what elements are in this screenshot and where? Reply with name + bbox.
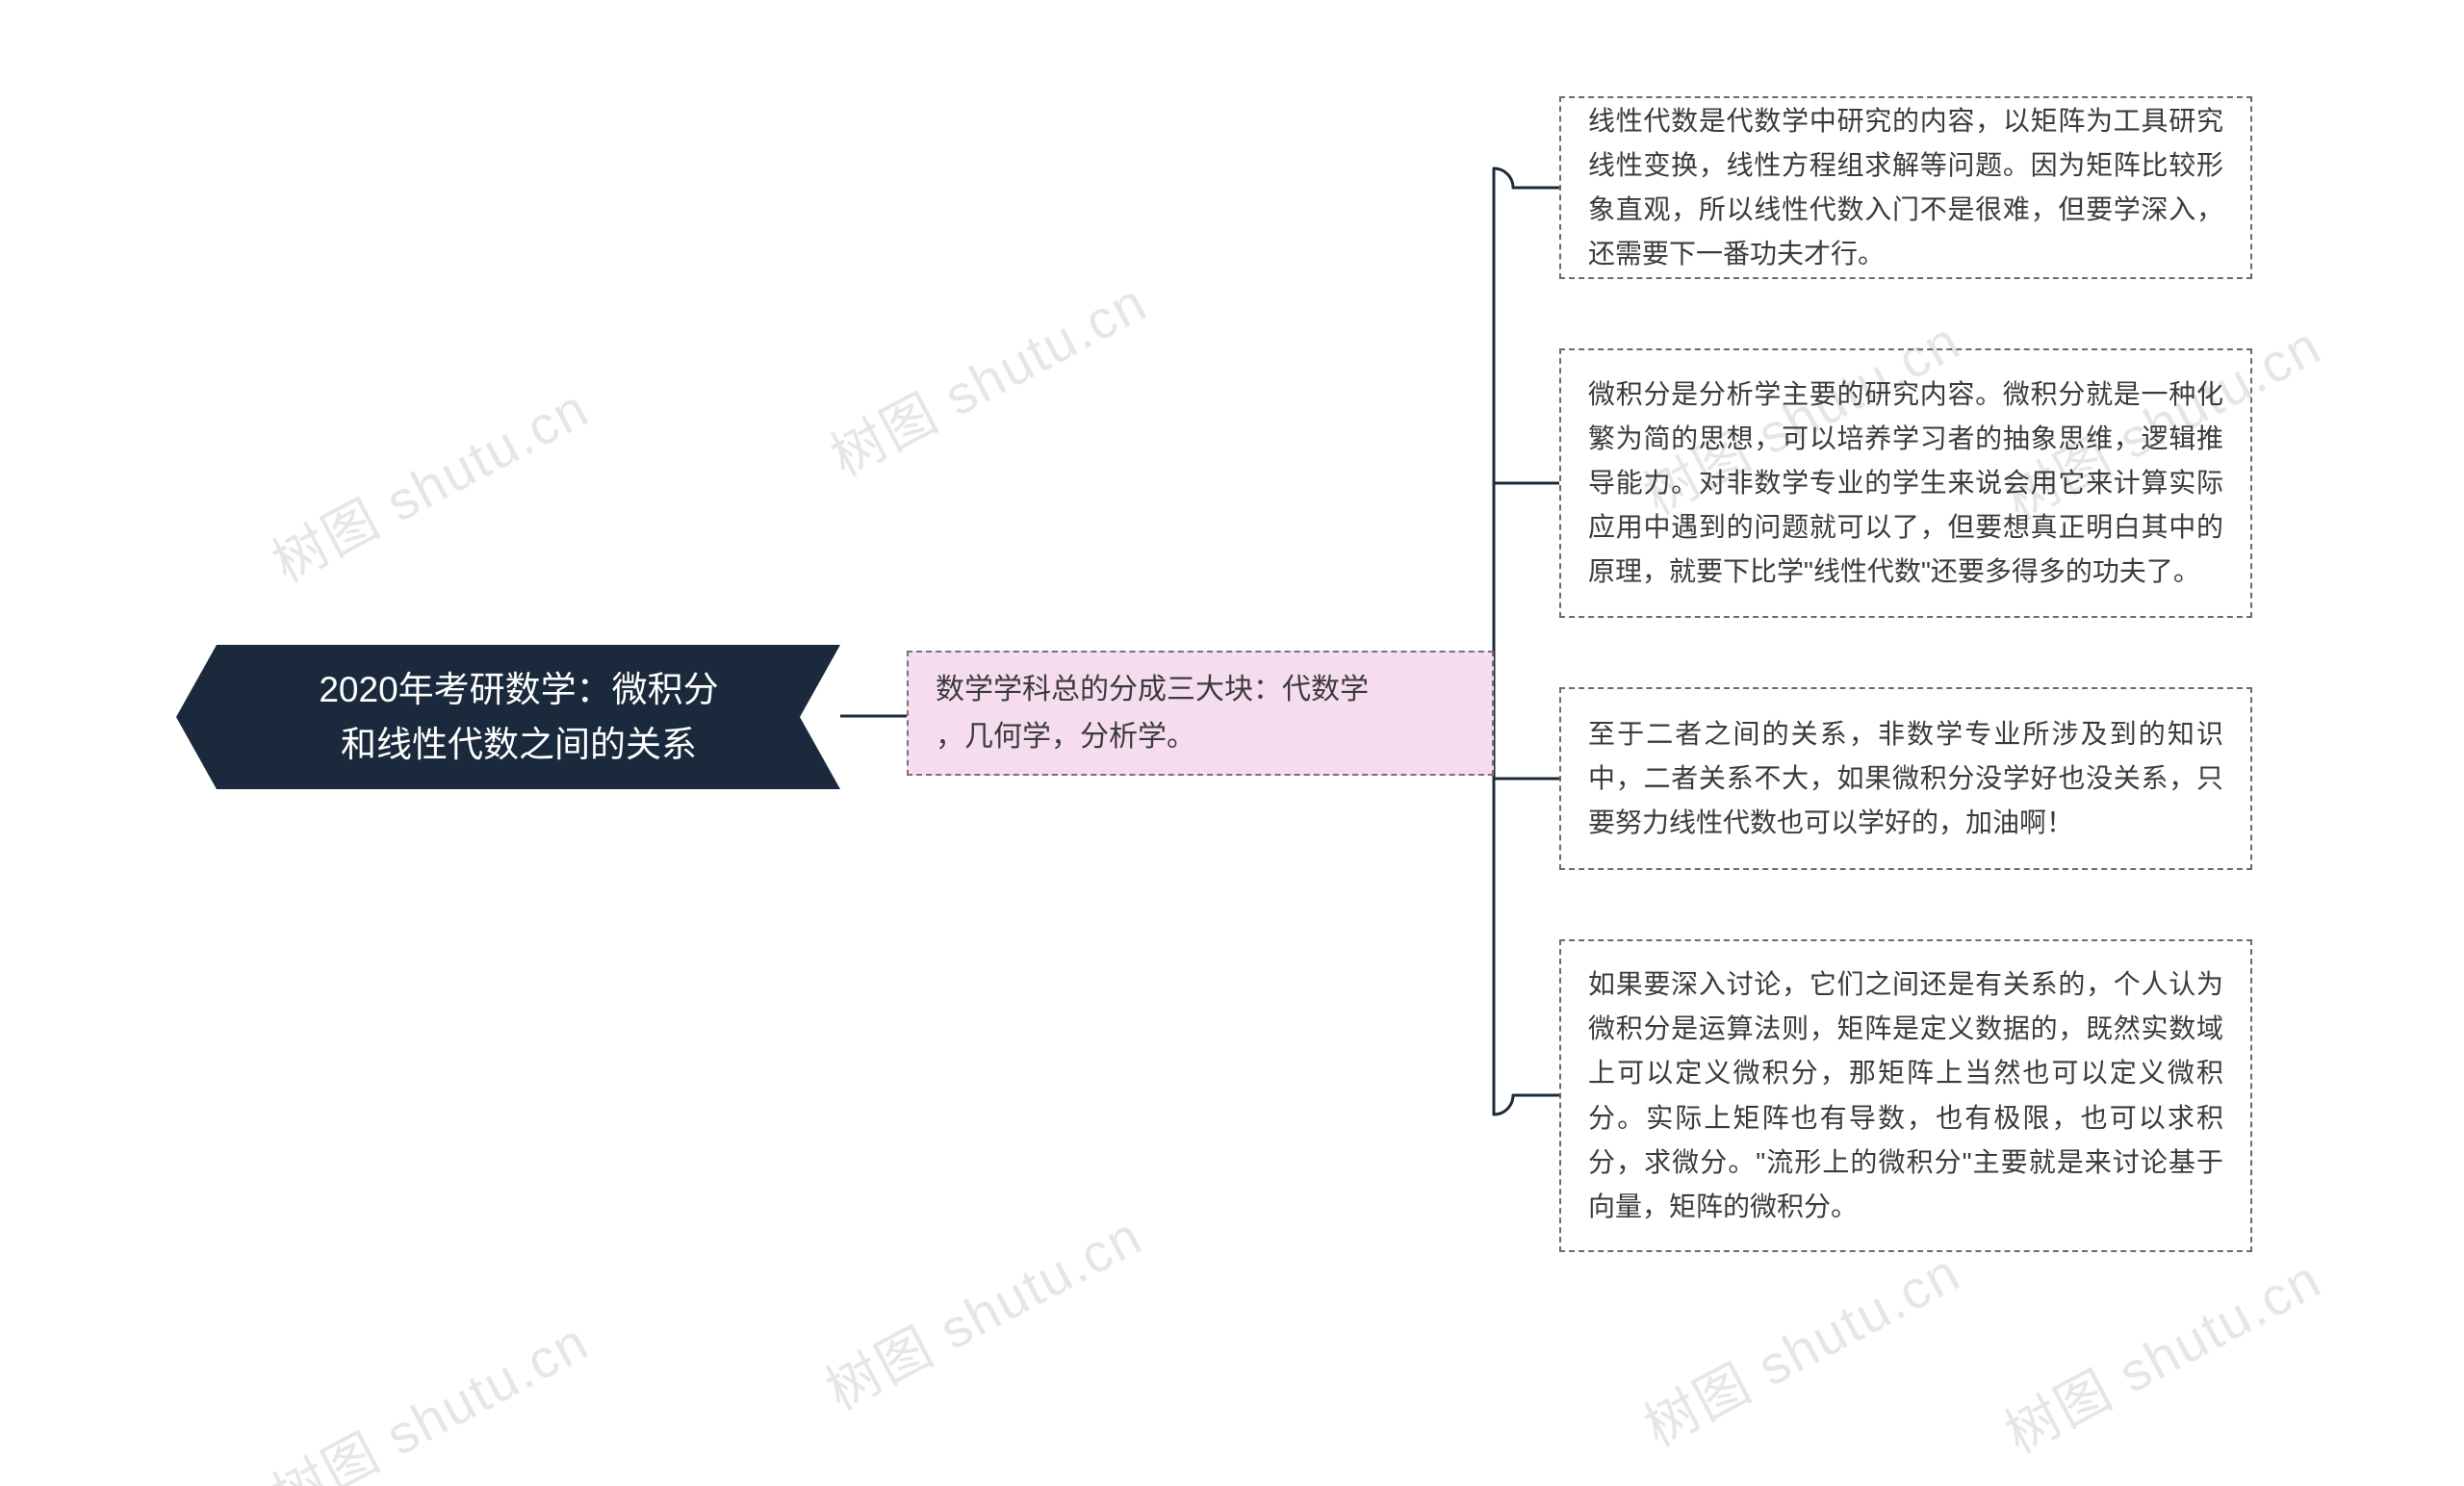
- leaf-text: 至于二者之间的关系，非数学专业所涉及到的知识中，二者关系不大，如果微积分没学好也…: [1588, 712, 2223, 846]
- leaf-node[interactable]: 微积分是分析学主要的研究内容。微积分就是一种化繁为简的思想，可以培养学习者的抽象…: [1559, 348, 2252, 618]
- leaf-node[interactable]: 至于二者之间的关系，非数学专业所涉及到的知识中，二者关系不大，如果微积分没学好也…: [1559, 687, 2252, 870]
- root-title-line2: 和线性代数之间的关系: [341, 717, 697, 772]
- leaf-text: 如果要深入讨论，它们之间还是有关系的，个人认为微积分是运算法则，矩阵是定义数据的…: [1588, 962, 2223, 1229]
- leaf-node[interactable]: 线性代数是代数学中研究的内容，以矩阵为工具研究线性变换，线性方程组求解等问题。因…: [1559, 96, 2252, 279]
- root-node[interactable]: 2020年考研数学：微积分 和线性代数之间的关系: [176, 645, 840, 789]
- branch-text-line1: 数学学科总的分成三大块：代数学: [936, 666, 1465, 714]
- branch-text-line2: ，几何学，分析学。: [936, 713, 1465, 761]
- branch-node[interactable]: 数学学科总的分成三大块：代数学 ，几何学，分析学。: [907, 651, 1494, 776]
- leaf-node[interactable]: 如果要深入讨论，它们之间还是有关系的，个人认为微积分是运算法则，矩阵是定义数据的…: [1559, 939, 2252, 1252]
- root-title-line1: 2020年考研数学：微积分: [319, 662, 718, 717]
- leaf-text: 微积分是分析学主要的研究内容。微积分就是一种化繁为简的思想，可以培养学习者的抽象…: [1588, 372, 2223, 595]
- leaf-text: 线性代数是代数学中研究的内容，以矩阵为工具研究线性变换，线性方程组求解等问题。因…: [1588, 99, 2223, 277]
- mindmap-canvas: 树图 shutu.cn 树图 shutu.cn 树图 shutu.cn 树图 s…: [0, 0, 2464, 1486]
